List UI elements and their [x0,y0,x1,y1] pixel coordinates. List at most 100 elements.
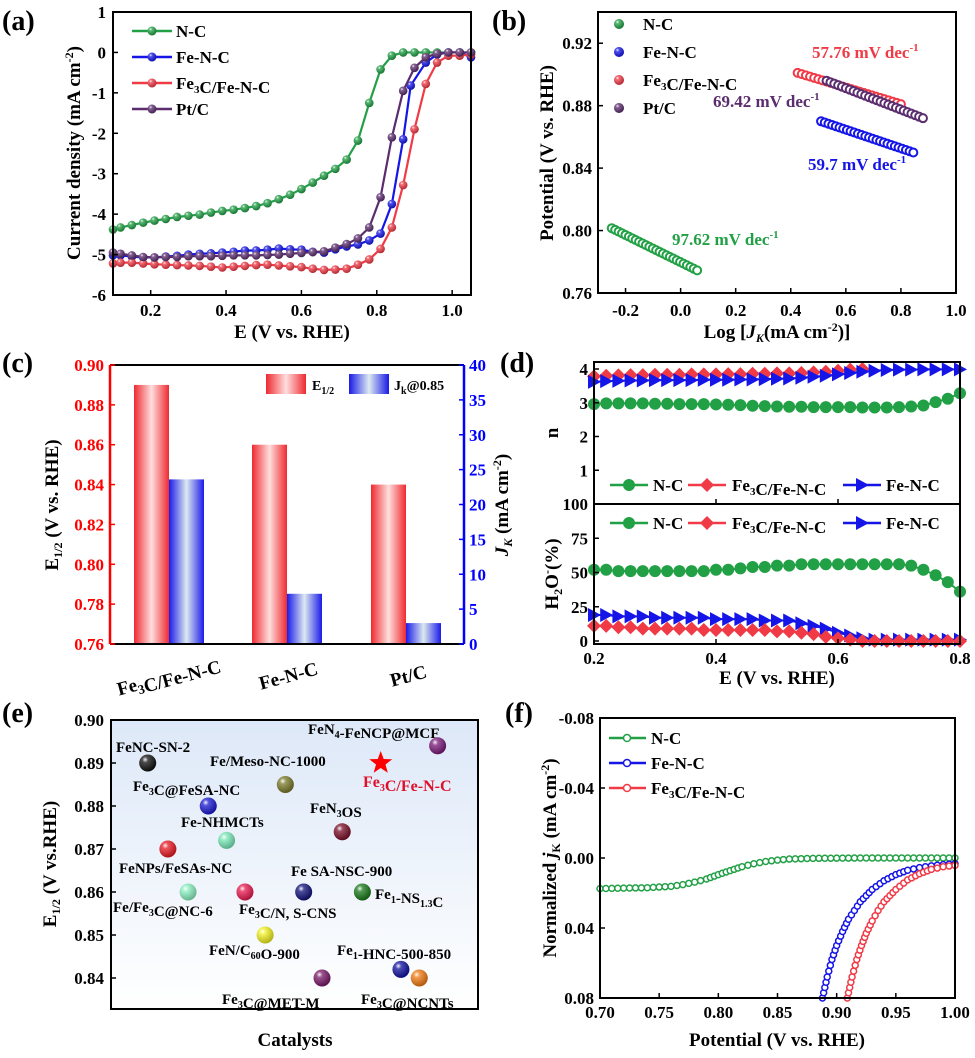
data-point-shade [376,229,385,238]
data-point [734,399,747,412]
series-line [112,51,471,231]
data-point [927,854,936,862]
data-point [623,517,635,529]
x-tick-label: 0.4 [780,301,802,320]
data-point [733,623,748,638]
data-point [624,397,637,410]
data-point-shade [251,260,261,270]
data-point-shade [217,206,227,216]
data-point [917,399,930,412]
y-axis-label-a: Current density (mA cm-2) [62,46,85,260]
text-part: N-C [176,22,206,41]
y-ticks-e: 0.90 0.89 0.88 0.87 0.86 0.85 0.84 [74,711,116,988]
legend-marker [622,733,632,743]
text-part: Fe-N-C [651,754,705,773]
text-part: Pt/C [176,100,209,119]
data-point [773,856,782,864]
axes-frame-b [597,11,957,294]
catalyst-marker-shade [159,840,177,858]
series-fe-n-c [588,362,967,389]
x-tick-label: -0.2 [612,301,639,320]
series-fe3c-fe-n-c [843,861,959,1002]
data-point [905,559,918,572]
data-point-shade [240,203,250,213]
data-point [636,373,650,388]
catalyst-label: Fe3C/Fe-N-C [363,774,452,795]
data-point-shade [217,251,227,261]
data-point [612,609,626,624]
data-point-shade [353,136,363,145]
y-tick-label: -6 [92,286,106,305]
text-part: FeN/C [209,943,251,959]
data-point [643,884,652,892]
data-point [909,854,918,862]
text-part: C/Fe-N-C [674,783,745,802]
catalyst-marker-shade [353,883,371,901]
data-point [667,882,675,891]
data-point-shade [353,234,363,243]
catalyst-point: Fe1-HNC-500-850 [337,943,451,978]
y2-tick-label: 25 [469,461,486,480]
bar-jk [287,593,322,644]
y-tick-label: -2 [92,124,106,143]
y2-tick-label: 5 [469,600,478,619]
category-labels-c: Fe3C/Fe-N-C Fe-N-C Pt/C [115,657,429,701]
data-point-shade [116,223,125,232]
text-part: Fe-NHMCTs [181,815,264,831]
data-point [649,565,661,578]
data-point [757,623,772,638]
data-point-shade [206,262,216,272]
x-tick-label: 0.4 [705,649,727,668]
catalyst-label: FeNC-SN-2 [116,740,190,756]
data-point-shade [455,48,464,57]
data-point [710,398,722,411]
text-part: Fe-N-C [886,514,940,533]
data-point-shade [161,260,171,269]
data-point [832,367,845,382]
data-point [929,396,942,409]
data-point [758,613,772,628]
plot-area-f [596,854,959,1002]
catalyst-marker-shade [276,776,294,793]
data-point [819,558,832,571]
legend-marker-shade [614,75,624,85]
slope-annotation: 57.76 mV dec-1 [812,42,919,62]
legend-item: Fe-N-C [132,48,230,67]
legend-marker-shade [614,47,624,57]
data-point-shade [251,251,261,260]
legend-item: Fe-N-C [843,514,940,533]
text-part: 69.42 mV dec [713,92,811,111]
subscript: 4 [335,730,340,741]
data-point-shade [285,249,295,259]
data-point [827,854,835,862]
legend-label: Fe3C/Fe-N-C [651,779,745,802]
text-part: OS [342,805,362,821]
data-point [832,558,844,571]
text-part: C [433,895,444,911]
data-point [679,880,687,889]
y-tick-label: 0.88 [74,396,104,415]
category-label: Pt/C [388,662,429,692]
data-point [868,854,876,862]
data-point-shade [387,199,397,209]
text-part: Fe-N-C [886,476,940,495]
panel-b: (b) -0.2 0.0 0.2 0.4 0.6 0.8 1.0 0.920.880.840… [492,6,967,345]
data-point [807,558,820,571]
catalyst-point: FeNC-SN-2 [116,740,190,772]
legend-item: Pt/C [614,99,676,118]
data-point-shade [331,243,340,252]
data-point-shade [285,190,295,200]
data-point [819,401,832,414]
data-point-shade [308,264,318,274]
bar-jk [169,479,204,644]
subscript: 3 [238,1000,243,1011]
legend-d-bottom: N-C Fe3C/Fe-N-C Fe-N-C [610,514,940,537]
data-point [795,616,809,631]
y-tick-label: 0.76 [562,284,592,303]
data-point [685,373,699,388]
data-point-shade [229,205,238,214]
data-point-shade [229,251,238,260]
data-point [673,373,687,388]
data-point-shade [406,81,416,90]
data-point [631,884,640,892]
